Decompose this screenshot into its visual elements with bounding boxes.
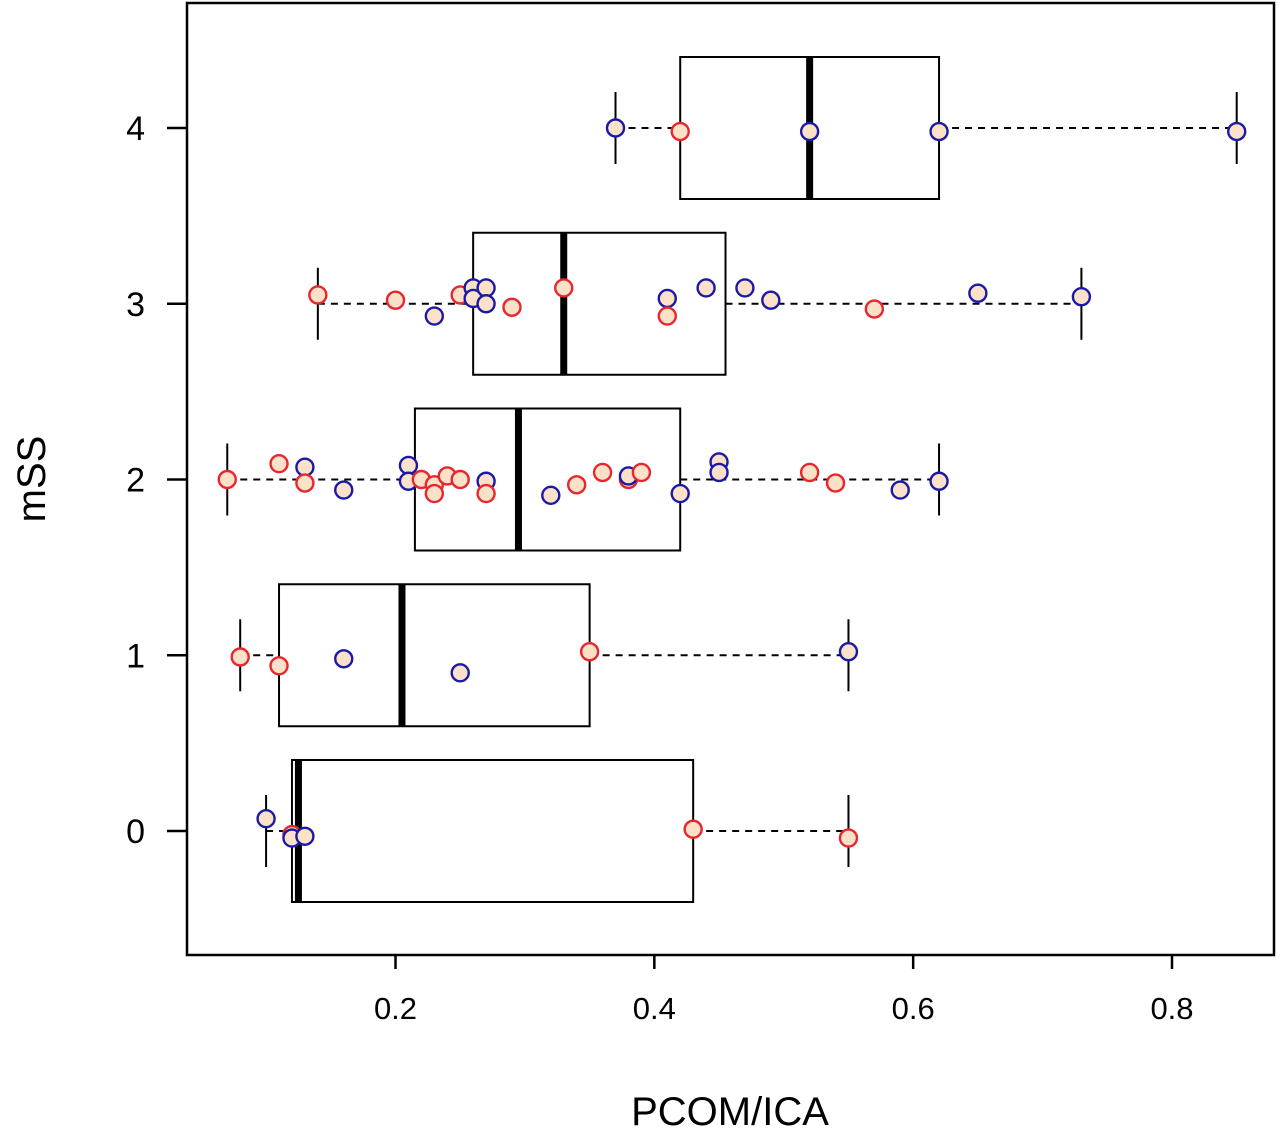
- data-point-red: [476, 483, 496, 504]
- iqr-box: [290, 759, 695, 903]
- y-axis-title: mSS: [10, 436, 54, 523]
- data-point-red: [825, 473, 846, 493]
- y-tick-label: 1: [126, 637, 145, 675]
- data-point-blue: [541, 485, 561, 506]
- data-point-red: [554, 278, 574, 298]
- data-point-blue: [424, 306, 445, 326]
- data-point-blue: [799, 121, 820, 142]
- x-axis-title: PCOM/ICA: [631, 1090, 829, 1134]
- iqr-box: [278, 583, 591, 728]
- data-point-blue: [670, 483, 690, 504]
- data-point-red: [269, 453, 289, 474]
- data-point-red: [450, 469, 470, 490]
- data-point-blue: [1227, 121, 1247, 142]
- data-point-blue: [450, 663, 470, 683]
- data-point-red: [385, 290, 406, 310]
- data-point-blue: [476, 294, 496, 314]
- y-tick-label: 4: [126, 110, 145, 148]
- data-point-red: [502, 297, 522, 317]
- data-point-red: [838, 828, 859, 848]
- data-point-blue: [334, 649, 354, 669]
- x-tick-label: 0.6: [892, 991, 935, 1026]
- x-tick-label: 0.8: [1150, 991, 1193, 1026]
- data-point-red: [864, 299, 885, 319]
- data-point-blue: [1071, 287, 1092, 307]
- plot-layer: [217, 56, 1247, 903]
- data-point-red: [592, 462, 613, 483]
- y-tick-label: 0: [126, 813, 145, 851]
- data-point-blue: [476, 278, 496, 298]
- box-group-1: [239, 583, 850, 728]
- data-point-red: [424, 483, 445, 504]
- data-point-red: [683, 819, 703, 839]
- y-tick-label: 3: [126, 286, 145, 324]
- data-point-red: [566, 475, 587, 495]
- data-point-blue: [761, 290, 781, 310]
- data-point-blue: [605, 118, 626, 138]
- data-point-blue: [696, 278, 716, 298]
- data-point-red: [799, 462, 820, 483]
- data-point-blue: [657, 288, 677, 309]
- data-point-red: [269, 656, 289, 676]
- data-point-blue: [334, 480, 354, 500]
- data-point-blue: [838, 642, 859, 662]
- data-point-blue: [709, 462, 729, 483]
- data-point-blue: [890, 480, 910, 500]
- data-point-blue: [968, 283, 988, 303]
- data-point-red: [670, 121, 690, 142]
- data-point-red: [217, 469, 237, 490]
- x-tick-label: 0.4: [633, 991, 676, 1026]
- box-group-0: [265, 759, 850, 903]
- data-point-red: [295, 473, 315, 493]
- box-group-4: [614, 56, 1238, 200]
- data-point-red: [657, 306, 677, 326]
- x-tick-label: 0.2: [374, 991, 417, 1026]
- data-point-red: [308, 285, 328, 305]
- data-point-blue: [735, 278, 755, 298]
- box-group-3: [316, 231, 1083, 376]
- x-axis: 0.2 0.4 0.6 0.8: [374, 955, 1194, 1026]
- data-point-red: [631, 462, 652, 483]
- y-axis: 0 1 2 3 4: [126, 110, 187, 851]
- data-point-blue: [398, 455, 419, 476]
- data-point-red: [579, 642, 600, 662]
- data-point-blue: [295, 826, 315, 846]
- data-point-blue: [295, 457, 315, 477]
- data-point-red: [230, 647, 250, 667]
- y-tick-label: 2: [126, 462, 145, 500]
- data-point-blue: [256, 808, 276, 829]
- data-point-blue: [929, 121, 949, 142]
- data-point-blue: [929, 471, 949, 491]
